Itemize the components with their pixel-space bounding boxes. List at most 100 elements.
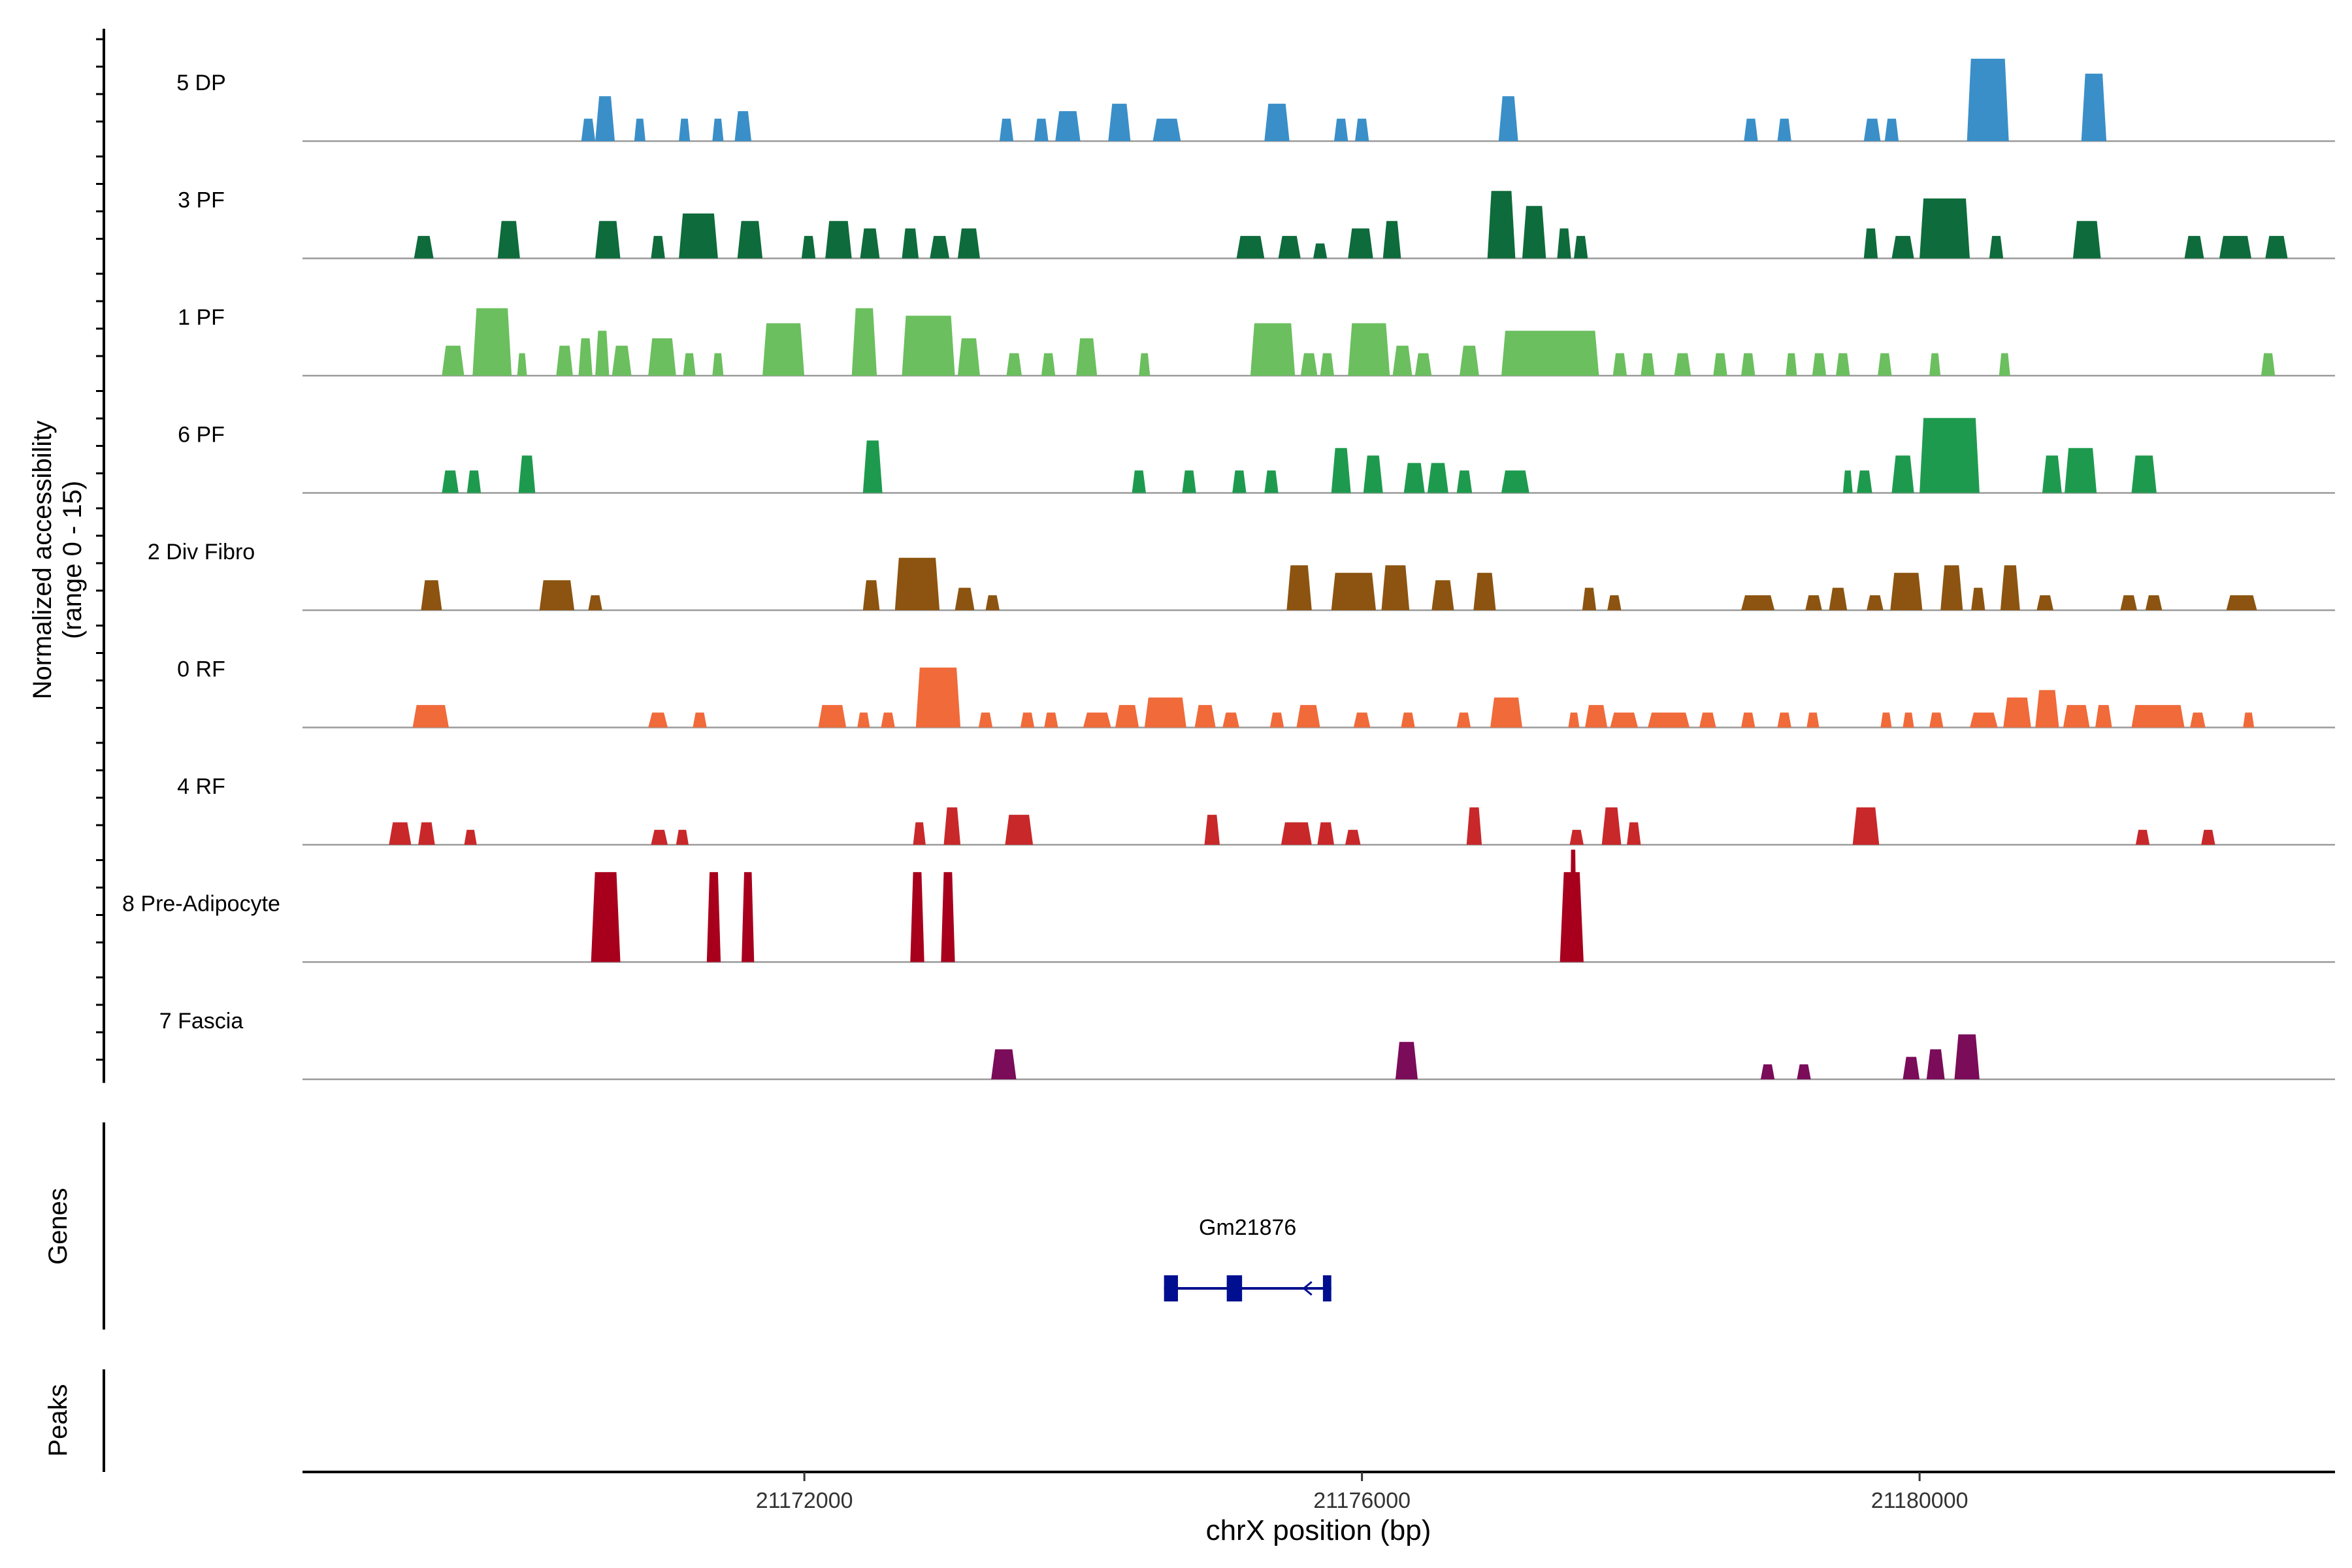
- coverage-peak: [1005, 815, 1034, 845]
- coverage-peak: [825, 221, 852, 259]
- coverage-peak: [1891, 455, 1914, 493]
- coverage-peak: [1460, 346, 1479, 376]
- coverage-peak: [1382, 221, 1401, 259]
- coverage-peak: [1269, 712, 1284, 728]
- x-axis-label: chrX position (bp): [1206, 1514, 1431, 1546]
- gene-exon: [1164, 1275, 1178, 1301]
- coverage-peak: [497, 221, 520, 259]
- coverage-peak: [539, 580, 575, 610]
- coverage-peak: [1403, 463, 1425, 493]
- coverage-peak: [2003, 697, 2031, 728]
- peaks-panel: Peaks: [44, 1369, 105, 1472]
- coverage-peak: [2265, 236, 2288, 259]
- peaks-label: Peaks: [44, 1384, 73, 1456]
- coverage-peak: [2145, 595, 2163, 610]
- coverage-peak: [1348, 323, 1390, 376]
- coverage-peak: [1999, 353, 2010, 376]
- coverage-peak: [881, 712, 895, 728]
- coverage-peak: [1926, 1049, 1945, 1079]
- coverage-peak: [2000, 565, 2020, 610]
- gene-models: Gm21876: [1164, 1215, 1331, 1301]
- coverage-peak: [1612, 353, 1627, 376]
- track-label: 1 PF: [178, 305, 225, 330]
- coverage-peak: [581, 118, 596, 141]
- coverage-peak: [1222, 712, 1239, 728]
- coverage-peak: [1076, 338, 1098, 376]
- coverage-peak: [1139, 353, 1151, 376]
- coverage-peak: [1867, 595, 1884, 610]
- coverage-peak: [902, 316, 955, 376]
- coverage-peak: [978, 712, 993, 728]
- coverage-peak: [1880, 712, 1892, 728]
- coverage-peak: [1967, 58, 2009, 141]
- coverage-peak: [414, 236, 434, 259]
- coverage-peak: [1083, 712, 1111, 728]
- coverage-peak: [1055, 111, 1081, 141]
- coverage-peak: [418, 822, 435, 845]
- coverage-peak: [442, 470, 459, 493]
- coverage-peak: [1132, 470, 1146, 493]
- coverage-peak: [683, 353, 696, 376]
- coverage-peak: [1569, 849, 1577, 962]
- coverage-peak: [1395, 1041, 1418, 1079]
- coverage-peak: [595, 96, 615, 141]
- coverage-peak: [742, 872, 755, 962]
- coverage-peak: [1954, 1034, 1980, 1079]
- coverage-peak: [1699, 712, 1716, 728]
- coverage-peak: [1777, 118, 1791, 141]
- coverage-peak: [2042, 455, 2062, 493]
- coverage-peak: [1919, 417, 1980, 493]
- coverage-peak: [2135, 830, 2150, 845]
- coverage-peak: [1278, 236, 1301, 259]
- coverage-peak: [588, 595, 602, 610]
- coverage-peak: [857, 712, 870, 728]
- coverage-peak: [1296, 705, 1320, 728]
- coverage-peak: [1557, 228, 1571, 259]
- coverage-peak: [1144, 697, 1186, 728]
- coverage-peak: [578, 338, 593, 376]
- coverage-peak: [1115, 705, 1139, 728]
- coverage-peak: [1857, 470, 1872, 493]
- coverage-peak: [1601, 807, 1622, 845]
- coverage-peak: [1313, 243, 1328, 259]
- track-label: 3 PF: [178, 188, 225, 213]
- gene-label: Gm21876: [1199, 1215, 1296, 1240]
- coverage-peak: [910, 872, 924, 962]
- track-6: 0 RF: [177, 657, 2335, 728]
- coverage-peak: [862, 580, 880, 610]
- track-2: 3 PF: [178, 188, 2335, 259]
- coverage-peak: [706, 872, 721, 962]
- coverage-peak: [2063, 705, 2090, 728]
- gene-gm21876: Gm21876: [1164, 1215, 1331, 1301]
- coverage-peak: [1607, 595, 1622, 610]
- coverage-peak: [1878, 353, 1892, 376]
- coverage-peak: [801, 236, 816, 259]
- coverage-peak: [1317, 822, 1334, 845]
- coverage-peak: [1473, 572, 1496, 610]
- coverage-peak: [1236, 236, 1265, 259]
- coverage-peak: [1286, 565, 1312, 610]
- coverage-peak: [1582, 587, 1597, 610]
- coverage-peak: [851, 308, 877, 376]
- coverage-peak: [2131, 455, 2157, 493]
- coverage-peak: [1713, 353, 1727, 376]
- track-1: 5 DP: [176, 58, 2335, 142]
- coverage-peak: [1501, 470, 1529, 493]
- coverage-peak: [1392, 346, 1413, 376]
- gene-exon: [1226, 1275, 1243, 1301]
- coverage-peak: [860, 228, 880, 259]
- coverage-peak: [466, 470, 482, 493]
- coverage-peak: [957, 228, 980, 259]
- coverage-peak: [1427, 463, 1448, 493]
- coverage-peak: [862, 440, 883, 493]
- coverage-peak: [1674, 353, 1691, 376]
- coverage-peak: [1741, 712, 1756, 728]
- coverage-peak: [1348, 228, 1373, 259]
- coverage-peak: [1194, 705, 1216, 728]
- track-label: 5 DP: [176, 71, 226, 95]
- coverage-peak: [1760, 1064, 1775, 1079]
- coverage-peak: [2120, 595, 2137, 610]
- coverage-peak: [679, 213, 718, 259]
- coverage-peak: [1381, 565, 1410, 610]
- coverage-peak: [1863, 118, 1881, 141]
